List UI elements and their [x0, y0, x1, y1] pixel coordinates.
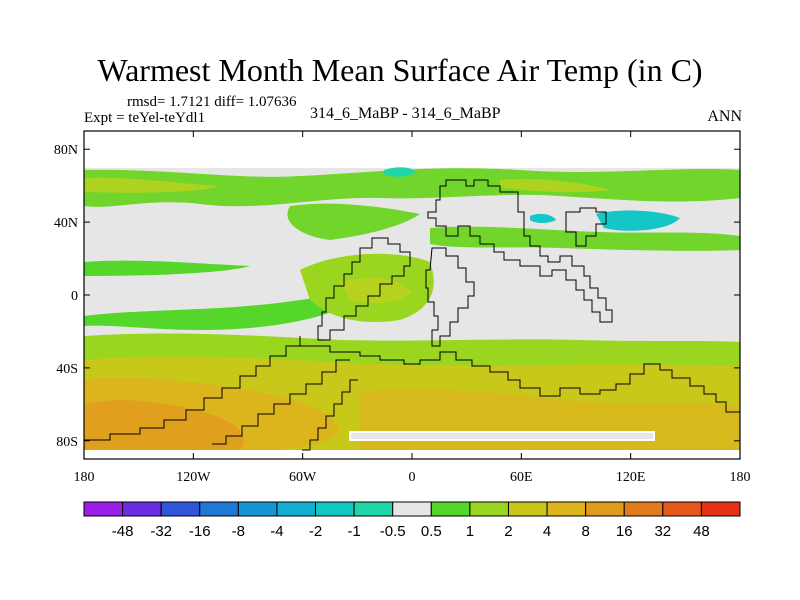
north-band-yellow [84, 177, 220, 193]
colorbar-label: -16 [189, 523, 211, 540]
colorbar-swatch [700, 501, 741, 517]
colorbar-swatch [546, 501, 587, 517]
difference-label: 314_6_MaBP - 314_6_MaBP [310, 105, 501, 122]
colorbar-swatch [122, 501, 162, 517]
colorbar-swatch [507, 501, 548, 517]
colorbar-swatch [662, 501, 702, 517]
eurasia-band [430, 226, 740, 251]
map-field [84, 167, 740, 450]
colorbar-swatch [237, 501, 278, 517]
africa-core [340, 277, 412, 304]
colorbar-label: -1 [347, 523, 360, 540]
colorbar-label: -2 [309, 523, 322, 540]
colorbar-label: -0.5 [380, 523, 406, 540]
colorbar-swatch [83, 501, 124, 517]
rmsd-stats: rmsd= 1.7121 diff= 1.07636 [127, 94, 297, 110]
colorbar-label: -8 [232, 523, 245, 540]
colorbar-swatch [585, 501, 625, 517]
x-tick-label: 180 [730, 470, 751, 485]
colorbar-label: -4 [270, 523, 283, 540]
colorbar-swatch [469, 501, 509, 517]
x-axis: 180 120W 60W 0 60E 120E 180 [74, 131, 751, 485]
colorbar: -48 -32 -16 -8 -4 -2 -1 -0.5 0.5 1 2 4 8 16 32 48 [83, 501, 741, 540]
land-outline-americas [317, 237, 411, 341]
tropical-band-west [84, 260, 250, 276]
colorbar-swatch [160, 501, 201, 517]
land-outline-south-arm-1 [84, 345, 300, 441]
x-tick-label: 60E [510, 470, 533, 485]
land-outline-south-arm-3 [302, 379, 358, 451]
colorbar-label: 4 [543, 523, 551, 540]
asia-cool-patch [596, 210, 680, 231]
x-tick-label: 0 [409, 470, 416, 485]
y-tick-label: 0 [71, 289, 78, 304]
y-axis: 80N 40N 0 40S 80S [54, 143, 740, 450]
chart-title: Warmest Month Mean Surface Air Temp (in … [97, 52, 703, 88]
colorbar-label: 16 [616, 523, 633, 540]
colorbar-swatch [392, 501, 432, 517]
colorbar-swatch [276, 501, 317, 517]
north-band [84, 168, 740, 207]
land-outline-south-arm-2 [212, 359, 350, 445]
colorbar-label: 2 [504, 523, 512, 540]
colorbar-label: 32 [654, 523, 671, 540]
experiment-label: Expt = teYel-teYdl1 [84, 110, 206, 126]
x-tick-label: 120E [616, 470, 646, 485]
antarctic-strip [349, 431, 655, 441]
colorbar-swatch [315, 501, 355, 517]
colorbar-swatch [199, 501, 239, 517]
land-outline-eurasia-east [565, 207, 607, 247]
colorbar-swatch [623, 501, 664, 517]
period-label: ANN [707, 108, 742, 125]
colorbar-swatch [430, 501, 471, 517]
colorbar-label: -32 [150, 523, 172, 540]
colorbar-label: 48 [693, 523, 710, 540]
land-outline-africa [425, 247, 475, 347]
mid-lat-band [287, 203, 420, 240]
arctic-cool-patch [384, 167, 416, 177]
y-tick-label: 80N [54, 143, 78, 158]
y-tick-label: 40N [54, 216, 78, 231]
colorbar-label: 8 [581, 523, 589, 540]
colorbar-label: 1 [466, 523, 474, 540]
x-tick-label: 120W [176, 470, 211, 485]
y-tick-label: 80S [56, 435, 78, 450]
colorbar-swatch [353, 501, 394, 517]
coastlines [84, 179, 740, 451]
x-tick-label: 60W [289, 470, 317, 485]
colorbar-label: 0.5 [421, 523, 442, 540]
asia-cool-patch-2 [530, 213, 556, 223]
land-outline-main [427, 179, 613, 323]
tropical-band-pacific [84, 295, 360, 330]
x-tick-label: 180 [74, 470, 95, 485]
north-band-yellow-east [500, 178, 610, 193]
y-tick-label: 40S [56, 362, 78, 377]
colorbar-label: -48 [112, 523, 134, 540]
land-outline-southern-continent [299, 336, 740, 413]
